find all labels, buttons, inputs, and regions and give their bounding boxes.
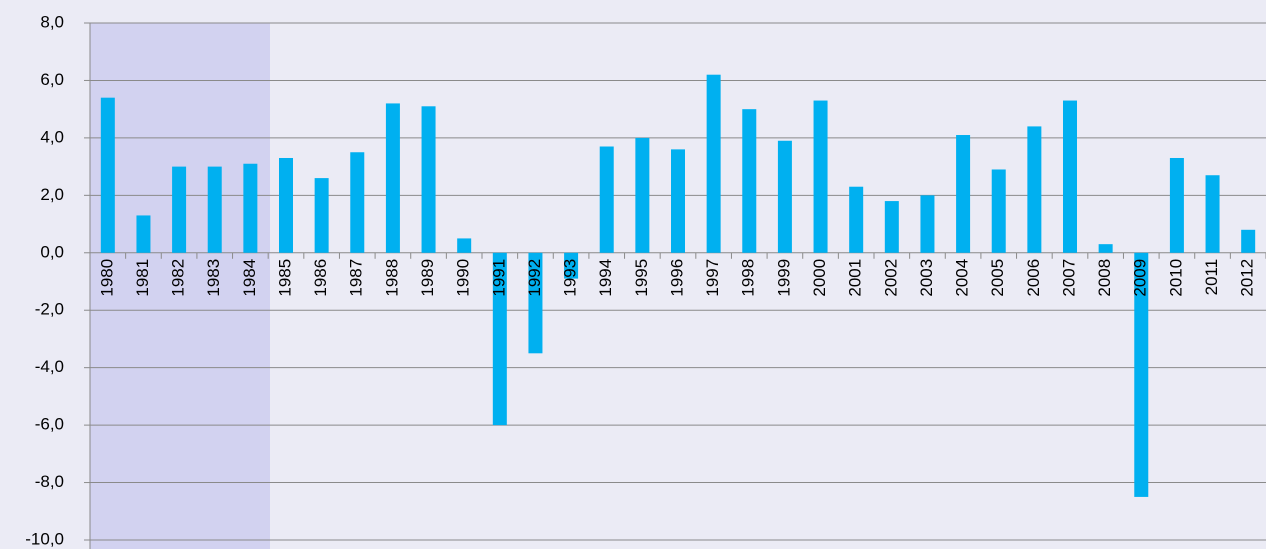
x-tick-label: 1985 xyxy=(275,259,294,297)
y-tick-label: 6,0 xyxy=(40,70,64,89)
x-tick-label: 2010 xyxy=(1166,259,1185,297)
x-tick-label: 1989 xyxy=(418,259,437,297)
bar xyxy=(528,252,543,354)
x-tick-label: 1994 xyxy=(596,259,615,297)
y-tick-label: -4,0 xyxy=(35,357,64,376)
x-tick-label: 1986 xyxy=(311,259,330,297)
x-tick-label: 1996 xyxy=(667,259,686,297)
bar xyxy=(279,157,293,253)
bar xyxy=(350,152,365,253)
bar xyxy=(564,252,579,279)
x-tick-label: 2007 xyxy=(1059,259,1078,297)
y-tick-label: -2,0 xyxy=(35,300,64,319)
x-tick-label: 2000 xyxy=(810,259,829,297)
x-tick-label: 1993 xyxy=(561,259,580,297)
bar xyxy=(742,109,757,253)
x-tick-label: 2011 xyxy=(1202,259,1221,296)
x-tick-label: 1990 xyxy=(454,259,473,297)
bar xyxy=(1241,229,1256,253)
x-tick-label: 1995 xyxy=(632,259,651,297)
x-tick-label: 1983 xyxy=(204,259,223,297)
bar xyxy=(421,106,436,253)
y-tick-label: -8,0 xyxy=(35,472,64,491)
bar xyxy=(1134,252,1149,497)
bar xyxy=(706,74,721,253)
x-tick-label: 1982 xyxy=(169,259,188,297)
y-tick-label: 2,0 xyxy=(40,185,64,204)
x-tick-label: 1991 xyxy=(489,259,508,297)
highlight-band xyxy=(90,23,270,549)
x-tick-label: 1999 xyxy=(774,259,793,297)
bar xyxy=(956,135,971,253)
bar xyxy=(1205,175,1220,253)
x-tick-label: 1992 xyxy=(525,259,544,297)
bar xyxy=(457,238,472,253)
bar xyxy=(884,201,899,253)
x-tick-label: 1980 xyxy=(97,259,116,297)
bar xyxy=(813,100,828,253)
x-tick-label: 2008 xyxy=(1095,259,1114,297)
bar xyxy=(1098,244,1113,253)
x-tick-label: 1981 xyxy=(133,259,152,297)
x-tick-label: 2001 xyxy=(846,259,865,297)
x-tick-label: 1988 xyxy=(382,259,401,297)
y-tick-label: 8,0 xyxy=(40,12,64,31)
bar xyxy=(243,163,258,253)
bar xyxy=(599,146,614,253)
x-tick-label: 2004 xyxy=(953,259,972,297)
y-tick-label: -10,0 xyxy=(25,529,64,548)
bar xyxy=(671,149,685,253)
x-tick-label: 1984 xyxy=(240,259,259,297)
bar xyxy=(172,166,187,253)
x-tick-label: 2005 xyxy=(988,259,1007,297)
x-tick-label: 1998 xyxy=(739,259,758,297)
bar xyxy=(492,252,507,426)
bar xyxy=(849,186,864,253)
x-tick-label: 2006 xyxy=(1024,259,1043,297)
bar xyxy=(314,178,329,253)
y-tick-label: 4,0 xyxy=(40,127,64,146)
bar xyxy=(100,97,115,253)
bar xyxy=(1027,126,1042,253)
bar xyxy=(777,140,792,253)
bar xyxy=(635,137,650,253)
x-tick-label: 1997 xyxy=(703,259,722,297)
y-tick-label: -6,0 xyxy=(35,415,64,434)
bar xyxy=(920,195,935,253)
bar xyxy=(207,166,222,253)
x-tick-label: 2009 xyxy=(1131,259,1150,297)
x-tick-label: 2012 xyxy=(1238,259,1257,297)
bar xyxy=(1063,100,1077,253)
x-tick-label: 2002 xyxy=(881,259,900,297)
bar xyxy=(385,103,400,253)
x-tick-label: 1987 xyxy=(347,259,366,297)
y-tick-label: 0,0 xyxy=(40,242,64,261)
bar xyxy=(1169,157,1184,253)
bar xyxy=(136,215,151,253)
x-tick-label: 2003 xyxy=(917,259,936,297)
bar xyxy=(991,169,1006,253)
